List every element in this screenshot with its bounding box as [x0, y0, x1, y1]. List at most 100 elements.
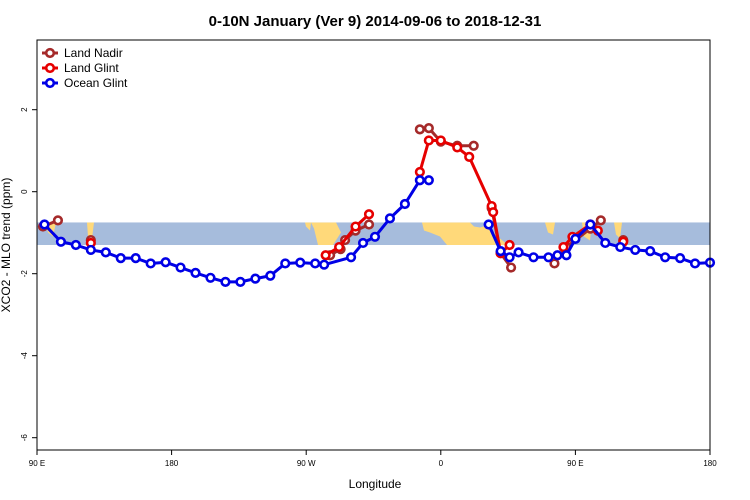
data-point	[190, 267, 201, 278]
data-point	[310, 258, 321, 269]
data-point	[505, 262, 517, 273]
data-point	[488, 207, 499, 218]
data-point	[319, 259, 330, 270]
legend-marker	[44, 77, 56, 89]
data-point	[414, 124, 425, 135]
data-point	[205, 272, 216, 283]
data-point	[600, 237, 611, 249]
data-point	[645, 246, 656, 257]
data-point	[552, 250, 563, 261]
data-point	[674, 253, 686, 264]
data-point	[660, 252, 671, 263]
data-point	[250, 273, 261, 284]
data-point	[175, 262, 186, 273]
data-point	[528, 252, 539, 263]
data-point	[363, 219, 375, 230]
legend-label: Ocean Glint	[64, 76, 128, 90]
data-point	[452, 142, 463, 153]
data-point	[220, 276, 231, 288]
x-tick-label: 180	[165, 459, 179, 468]
land-south-america	[311, 222, 341, 245]
data-point	[414, 166, 425, 178]
y-axis: -6 -4 -2 0 2	[20, 107, 37, 441]
data-point	[39, 219, 50, 230]
data-point	[350, 221, 361, 232]
data-point	[435, 135, 446, 146]
data-point	[145, 258, 156, 269]
plot-frame	[36, 39, 711, 451]
data-point	[115, 253, 126, 264]
data-point	[414, 175, 425, 186]
legend-item: Land Glint	[42, 61, 119, 75]
x-tick-label: 90 E	[29, 459, 45, 468]
x-axis: 90 E 180 90 W 0 90 E 180	[29, 450, 717, 468]
data-point	[363, 209, 375, 220]
data-point	[549, 258, 560, 269]
series-layer	[37, 123, 716, 288]
data-point	[585, 219, 596, 230]
x-tick-label: 90 W	[297, 459, 316, 468]
chart-title: 0-10N January (Ver 9) 2014-09-06 to 2018…	[209, 13, 542, 30]
y-tick-label: -4	[20, 352, 29, 360]
x-tick-label: 90 E	[567, 459, 583, 468]
data-point	[265, 270, 276, 281]
data-point	[513, 247, 524, 258]
data-point	[320, 250, 331, 261]
data-point	[160, 257, 171, 268]
data-point	[52, 215, 64, 226]
data-point	[55, 236, 67, 247]
land-sri-lanka	[545, 222, 555, 235]
data-point	[235, 276, 246, 288]
data-point	[630, 244, 641, 256]
series-ocean-glint	[39, 175, 716, 288]
x-tick-label: 0	[439, 459, 444, 468]
data-point	[345, 252, 357, 263]
data-point	[295, 257, 306, 268]
data-point	[689, 258, 701, 269]
data-point	[85, 244, 96, 256]
land-borneo-east	[614, 222, 622, 239]
series-line	[324, 213, 371, 257]
data-point	[504, 252, 515, 263]
data-point	[595, 215, 606, 226]
y-axis-label: XCO2 - MLO trend (ppm)	[0, 178, 13, 313]
y-tick-label: 2	[20, 107, 29, 112]
data-point	[423, 175, 434, 186]
data-point	[468, 140, 479, 151]
data-point	[504, 239, 515, 251]
y-tick-label: -6	[20, 434, 29, 442]
data-point	[423, 123, 434, 134]
data-point	[558, 241, 569, 253]
data-point	[384, 213, 396, 224]
x-tick-label: 180	[703, 459, 717, 468]
data-point	[334, 241, 345, 253]
y-tick-label: 0	[20, 189, 29, 194]
x-axis-label: Longitude	[349, 477, 402, 491]
y-tick-label: -2	[20, 270, 29, 278]
legend-label: Land Nadir	[64, 46, 123, 60]
legend-label: Land Glint	[64, 61, 119, 75]
legend-marker	[44, 62, 56, 74]
data-point	[464, 151, 475, 162]
data-point	[561, 250, 572, 261]
data-point	[369, 231, 381, 242]
data-point	[130, 253, 141, 264]
data-point	[423, 135, 434, 146]
data-point	[357, 237, 369, 249]
data-point	[543, 252, 554, 263]
legend-item: Land Nadir	[42, 46, 123, 60]
legend-marker	[44, 47, 56, 59]
data-point	[70, 239, 81, 251]
land-central-america	[305, 222, 311, 231]
data-point	[495, 246, 506, 257]
data-point	[399, 198, 411, 210]
data-point	[570, 233, 581, 244]
land-borneo-west	[87, 222, 94, 239]
data-point	[483, 219, 494, 230]
legend-item: Ocean Glint	[42, 76, 128, 90]
data-point	[100, 247, 111, 258]
data-point	[615, 241, 626, 253]
data-point	[280, 258, 291, 269]
